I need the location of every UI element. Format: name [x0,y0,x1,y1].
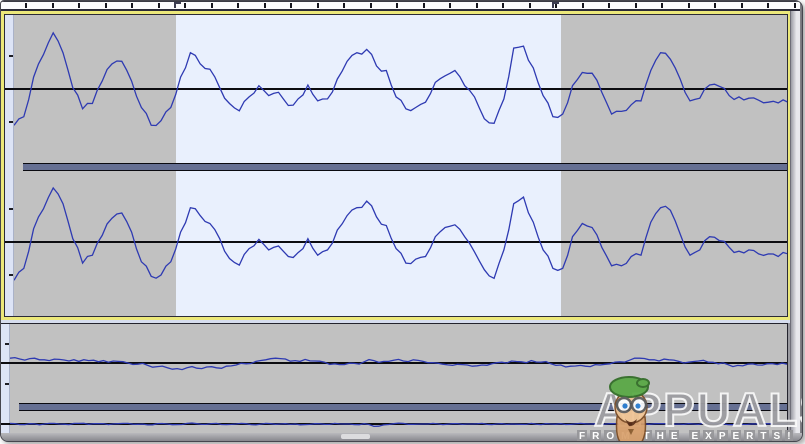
ruler-tick [290,3,292,8]
ruler-tick [369,3,372,8]
watermark-letter-tile: E [730,430,742,442]
watermark-letter-tile: T [641,430,652,442]
horizontal-scrollbar-thumb[interactable] [341,434,370,439]
overview-waveform-right [10,422,787,428]
selection-boundary-marker [174,2,181,8]
track-group-overview [1,323,788,433]
ruler-tick [475,3,478,8]
ruler-tick [51,3,54,8]
ruler-tick [422,3,425,8]
ruler-tick [687,3,690,8]
scale-tick [9,274,13,276]
ruler-tick [661,3,663,8]
selection-boundary-marker [552,2,559,8]
ruler-tick [104,3,107,8]
ruler-tick [157,3,160,8]
ruler-tick [316,3,319,8]
track-group-focused [1,11,791,320]
watermark-letter-tile: S [771,430,783,442]
ruler-tick [528,3,531,8]
selection-highlight [176,171,561,316]
watermark-letter-tile: R [590,430,602,442]
watermark-letter-tile: H [654,430,666,442]
ruler-tick [237,3,239,8]
ruler-tick [793,3,796,8]
ruler-tick [449,3,451,8]
watermark-letter-tile: ! [785,430,793,442]
channel-divider-sash[interactable] [19,403,787,411]
scale-tick [9,55,13,57]
watermark-letter-tile: E [668,430,680,442]
ruler-tick [502,3,504,8]
ruler-tick [210,3,213,8]
scale-tick [9,208,13,210]
scale-tick [5,383,9,385]
ruler-tick [608,3,610,8]
timeline-ruler[interactable] [1,1,800,11]
watermark-letter-tile: T [758,430,769,442]
vertical-scale-ruler[interactable] [1,324,10,433]
watermark-letter-tile: F [577,430,588,442]
zero-line-right [5,241,787,243]
overview-waveform-left [10,356,787,371]
ruler-tick [714,3,716,8]
overview-channel-right[interactable] [10,411,787,433]
scale-tick [9,121,13,123]
window-bottom-edge [1,433,802,441]
track-group-separator [1,320,791,323]
vertical-scale-ruler[interactable] [5,15,14,316]
ruler-tick [396,3,398,8]
waveform-left [14,31,787,127]
channel-divider-sash[interactable] [23,163,787,171]
zero-line-left [1,362,787,364]
waveform-channel-left[interactable] [14,15,787,163]
mascot-icon [609,376,650,441]
vertical-scrollbar[interactable] [790,11,800,433]
watermark-letter-tile: O [604,430,617,442]
ruler-tick [184,3,186,8]
ruler-tick [767,3,769,8]
ruler-tick [581,3,584,8]
waveform-channel-right[interactable] [14,171,787,316]
ruler-tick [343,3,345,8]
watermark-letter-tile: E [689,430,701,442]
ruler-tick [740,3,743,8]
watermark-letter-tile: R [744,430,756,442]
ruler-tick [78,3,80,8]
zero-line-left [5,88,787,90]
watermark-letter-tile: X [703,430,714,442]
overview-channel-left[interactable] [10,324,787,403]
ruler-tick [131,3,133,8]
ruler-tick [634,3,637,8]
ruler-tick [555,3,557,8]
watermark-letter-tile: P [716,430,728,442]
ruler-tick [25,3,27,8]
waveform-right [14,186,787,281]
ruler-tick [263,3,266,8]
scale-tick [5,343,9,345]
